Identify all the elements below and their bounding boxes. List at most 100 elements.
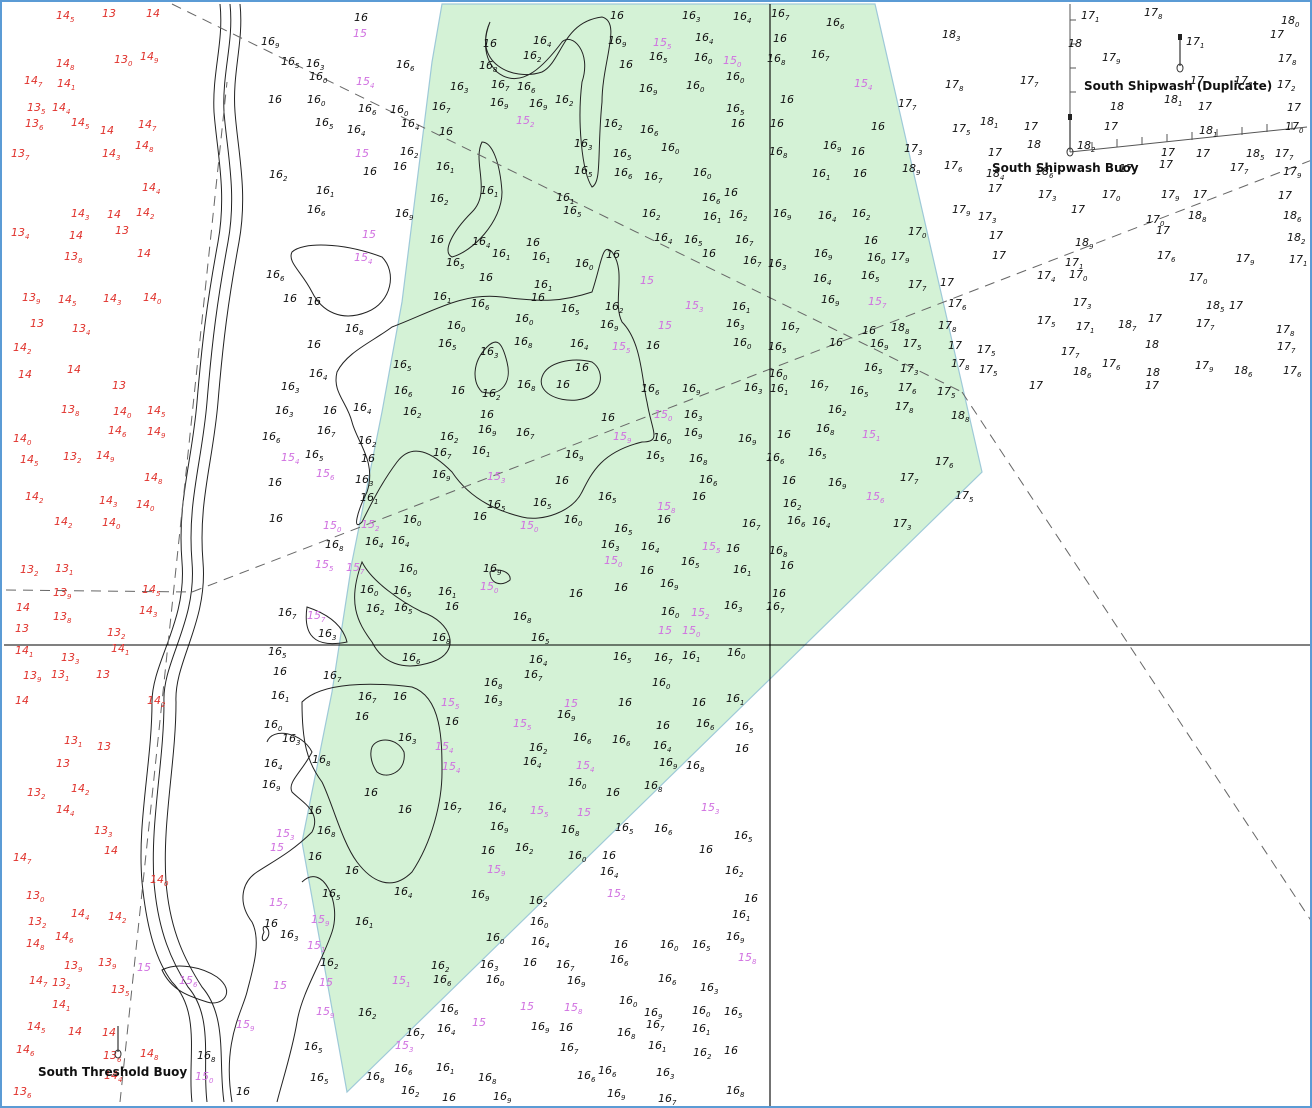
depth-sounding: 16 [273, 665, 287, 678]
buoy-icon[interactable] [114, 1026, 122, 1059]
buoy-icon[interactable] [1066, 114, 1074, 157]
depth-sounding: 161 [726, 692, 744, 707]
depth-sounding: 186 [1073, 365, 1092, 380]
depth-sounding: 144 [52, 101, 70, 116]
depth-sounding: 15 [640, 274, 654, 287]
depth-sounding: 16 [445, 600, 459, 613]
depth-sounding: 13 [56, 757, 70, 770]
depth-sounding: 163 [574, 137, 592, 152]
depth-sounding: 161 [472, 444, 490, 459]
depth-sounding: 133 [61, 651, 79, 666]
depth-sounding: 161 [436, 1061, 454, 1076]
depth-sounding: 171 [1065, 256, 1083, 271]
depth-sounding: 163 [724, 599, 742, 614]
depth-sounding: 163 [280, 928, 298, 943]
depth-sounding: 182 [1077, 139, 1096, 154]
depth-sounding: 16 [354, 11, 368, 24]
depth-sounding: 167 [658, 1092, 677, 1107]
depth-sounding: 170 [1285, 120, 1304, 135]
depth-sounding: 140 [136, 498, 155, 513]
depth-sounding: 16 [735, 742, 749, 755]
depth-sounding: 16 [782, 474, 796, 487]
depth-sounding: 161 [492, 247, 510, 262]
depth-sounding: 132 [20, 563, 39, 578]
depth-sounding: 14 [102, 1026, 116, 1039]
depth-sounding: 142 [136, 206, 155, 221]
depth-sounding: 163 [318, 627, 336, 642]
depth-sounding: 161 [438, 585, 456, 600]
depth-sounding: 132 [52, 976, 71, 991]
depth-sounding: 175 [955, 489, 974, 504]
depth-sounding: 16 [640, 564, 654, 577]
depth-sounding: 173 [893, 517, 911, 532]
depth-sounding: 149 [147, 425, 166, 440]
depth-sounding: 161 [556, 191, 574, 206]
depth-sounding: 13 [112, 379, 126, 392]
depth-sounding: 145 [56, 9, 75, 24]
depth-sounding: 16 [268, 93, 282, 106]
depth-sounding: 16 [430, 233, 444, 246]
depth-sounding: 151 [307, 939, 325, 954]
depth-sounding: 16 [398, 803, 412, 816]
depth-sounding: 16 [614, 938, 628, 951]
depth-sounding: 164 [641, 540, 659, 555]
depth-sounding: 14 [16, 601, 30, 614]
depth-sounding: 134 [72, 322, 90, 337]
depth-sounding: 17 [1278, 189, 1292, 202]
depth-sounding: 164 [654, 231, 672, 246]
depth-sounding: 177 [1277, 340, 1296, 355]
depth-sounding: 14 [69, 229, 83, 242]
depth-sounding: 16 [451, 384, 465, 397]
depth-sounding: 152 [607, 887, 626, 902]
depth-sounding: 16 [480, 408, 494, 421]
depth-sounding: 16 [355, 710, 369, 723]
depth-sounding: 14 [107, 208, 121, 221]
depth-sounding: 17 [948, 339, 962, 352]
depth-sounding: 165 [268, 645, 287, 660]
depth-sounding: 16 [724, 186, 738, 199]
depth-sounding: 178 [1278, 52, 1297, 67]
depth-sounding: 151 [392, 974, 410, 989]
depth-sounding: 169 [567, 974, 586, 989]
depth-sounding: 16 [361, 452, 375, 465]
depth-sounding: 145 [71, 116, 90, 131]
depth-sounding: 173 [1073, 296, 1091, 311]
depth-sounding: 168 [726, 1084, 745, 1099]
depth-sounding: 161 [355, 915, 373, 930]
buoy-icon[interactable] [1176, 34, 1184, 73]
depth-sounding: 16 [345, 864, 359, 877]
depth-sounding: 140 [113, 405, 132, 420]
depth-sounding: 16 [523, 956, 537, 969]
depth-sounding: 16 [829, 336, 843, 349]
depth-sounding: 171 [1289, 253, 1307, 268]
depth-sounding: 16 [473, 510, 487, 523]
depth-sounding: 16 [439, 125, 453, 138]
depth-sounding: 143 [102, 147, 120, 162]
depth-sounding: 177 [1061, 345, 1080, 360]
depth-sounding: 147 [24, 74, 43, 89]
depth-sounding: 16 [479, 271, 493, 284]
depth-sounding: 164 [472, 235, 490, 250]
depth-sounding: 17 [992, 249, 1006, 262]
depth-sounding: 16 [731, 117, 745, 130]
depth-sounding: 17 [1229, 299, 1243, 312]
depth-sounding: 166 [262, 430, 281, 445]
depth-sounding: 182 [1287, 231, 1306, 246]
depth-sounding: 177 [1275, 147, 1294, 162]
depth-sounding: 175 [952, 122, 971, 137]
depth-sounding: 15 [353, 27, 367, 40]
depth-sounding: 17 [1119, 162, 1133, 175]
highlight-area[interactable] [301, 3, 983, 1094]
depth-sounding: 163 [601, 538, 619, 553]
depth-sounding: 163 [700, 981, 718, 996]
depth-sounding: 164 [347, 123, 365, 138]
depth-sounding: 16 [862, 324, 876, 337]
depth-sounding: 16 [770, 117, 784, 130]
depth-sounding: 16 [575, 361, 589, 374]
depth-sounding: 173 [904, 142, 922, 157]
depth-sounding: 160 [530, 915, 549, 930]
depth-sounding: 168 [345, 322, 364, 337]
depth-sounding: 163 [355, 473, 373, 488]
